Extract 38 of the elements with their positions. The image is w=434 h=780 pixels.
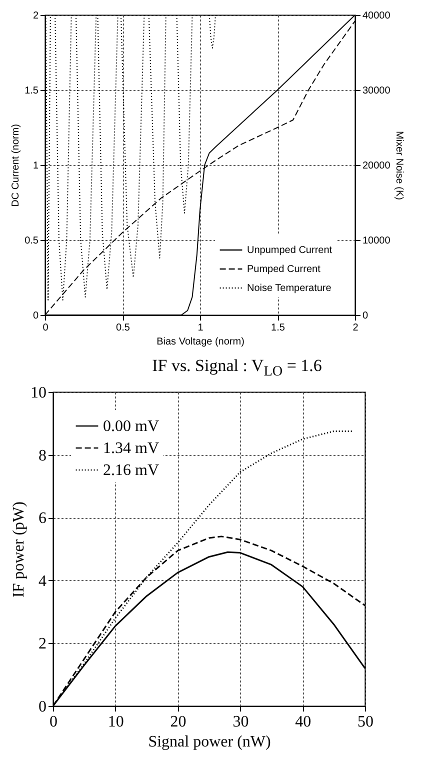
legend-label: Unpumped Current (247, 245, 332, 256)
legend-label: 1.34 mV (103, 440, 160, 457)
x-tick-label: 0 (50, 714, 58, 730)
y2-axis-title: Mixer Noise (K) (393, 131, 404, 200)
legend-label: 0.00 mV (103, 418, 160, 435)
chart-title: IF vs. Signal : V$_{LO}$ = 1.6 (151, 356, 323, 380)
y-tick-label: 2 (32, 10, 39, 22)
y-tick-label: 8 (38, 447, 46, 464)
y-tick-label: 0.5 (24, 236, 39, 246)
x-tick-label: 0.5 (116, 322, 130, 334)
x-tick-label: 40 (295, 714, 312, 730)
y2-tick-label: 30000 (362, 86, 391, 96)
x-axis-title: Bias Voltage (norm) (156, 336, 244, 348)
x-tick-label: 10 (108, 714, 124, 730)
y-tick-label: 1 (32, 160, 39, 172)
y2-tick-label: 0 (362, 310, 368, 322)
y-tick-label: 0 (38, 698, 46, 716)
y-tick-label: 0 (32, 310, 39, 322)
y2-tick-label: 40000 (362, 10, 391, 22)
x-tick-label: 1.5 (271, 322, 286, 334)
legend-label: Pumped Current (247, 264, 321, 275)
x-tick-label: 2 (352, 322, 359, 334)
y2-tick-label: 10000 (362, 236, 391, 246)
x-tick-label: 50 (358, 714, 374, 730)
y-tick-label: 6 (38, 510, 46, 528)
legend-label: 2.16 mV (103, 462, 160, 479)
y-tick-label: 4 (38, 572, 46, 590)
y-tick-label: 1.5 (24, 86, 39, 96)
legend-label: Noise Temperature (247, 283, 332, 294)
y-tick-label: 10 (30, 384, 46, 402)
x-axis-title: Signal power (nW) (148, 734, 271, 750)
x-tick-label: 1 (198, 322, 204, 334)
y-tick-label: 2 (38, 636, 46, 653)
y2-tick-label: 20000 (362, 160, 391, 172)
y-axis-title: DC Current (norm) (10, 124, 22, 207)
x-tick-label: 20 (170, 714, 186, 730)
y-axis-title: IF power (pW) (10, 502, 28, 598)
x-tick-label: 30 (232, 714, 249, 730)
